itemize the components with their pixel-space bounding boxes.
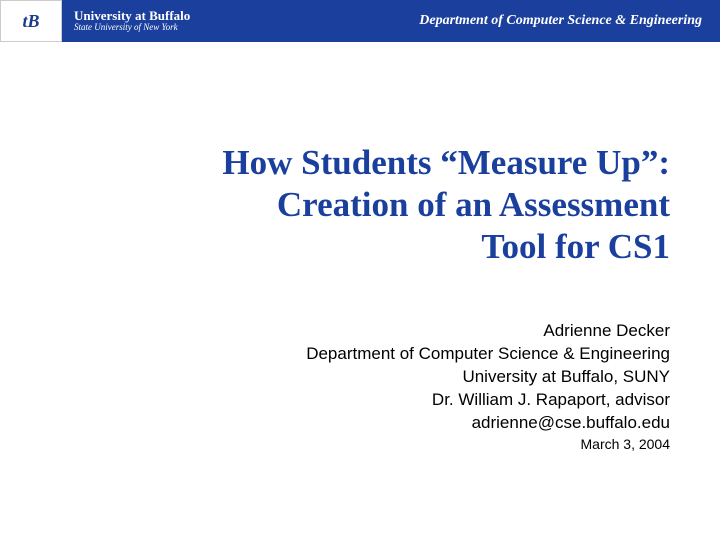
department-header: Department of Computer Science & Enginee…: [419, 13, 702, 29]
author-name: Adrienne Decker: [306, 320, 670, 343]
logo-text: tB: [22, 11, 39, 32]
title-line-1: How Students “Measure Up”:: [50, 142, 670, 184]
author-affiliation: University at Buffalo, SUNY: [306, 366, 670, 389]
author-block: Adrienne Decker Department of Computer S…: [306, 320, 670, 454]
university-logo: tB: [0, 0, 62, 42]
author-department: Department of Computer Science & Enginee…: [306, 343, 670, 366]
header-bar: University at Buffalo State University o…: [62, 0, 720, 42]
author-advisor: Dr. William J. Rapaport, advisor: [306, 389, 670, 412]
slide-header: tB University at Buffalo State Universit…: [0, 0, 720, 42]
title-line-3: Tool for CS1: [50, 226, 670, 268]
title-line-2: Creation of an Assessment: [50, 184, 670, 226]
university-block: University at Buffalo State University o…: [74, 9, 190, 33]
slide-title: How Students “Measure Up”: Creation of a…: [50, 142, 670, 268]
university-name: University at Buffalo: [74, 9, 190, 23]
author-email: adrienne@cse.buffalo.edu: [306, 412, 670, 435]
university-subtitle: State University of New York: [74, 23, 190, 33]
author-date: March 3, 2004: [306, 435, 670, 454]
slide-content: How Students “Measure Up”: Creation of a…: [0, 42, 720, 268]
